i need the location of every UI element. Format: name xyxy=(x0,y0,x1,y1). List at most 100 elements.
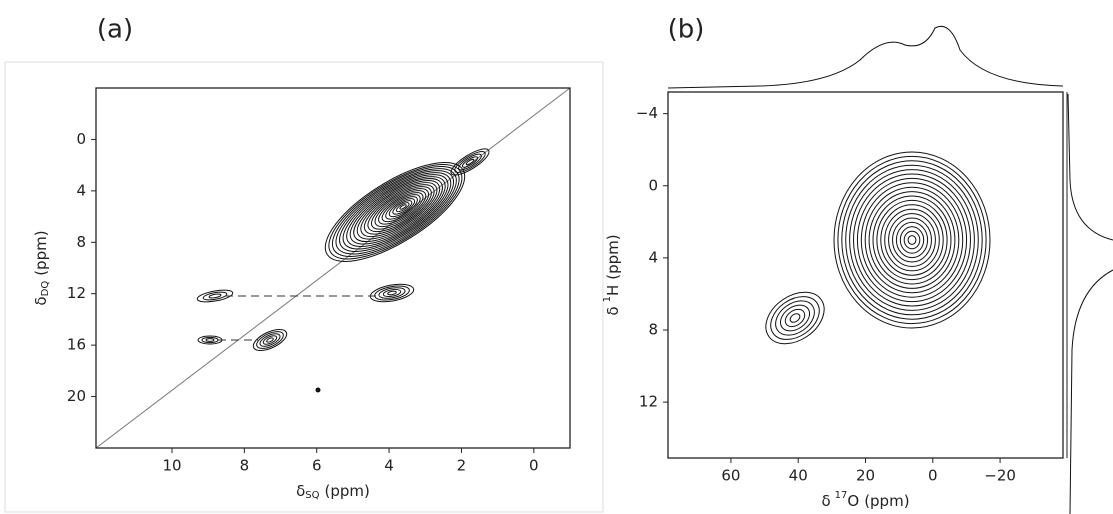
contour-line xyxy=(392,200,413,215)
y-tick-label: 8 xyxy=(76,233,86,251)
panel-label: (a) xyxy=(97,15,133,45)
ylabel-part: (ppm) xyxy=(604,234,622,279)
contour-line xyxy=(461,156,479,168)
x-tick-label: 4 xyxy=(384,457,394,475)
y-tick-label: 8 xyxy=(648,320,658,338)
x-tick-label: 10 xyxy=(162,457,181,475)
xlabel-text: δSQ (ppm) xyxy=(296,482,370,502)
contour-line xyxy=(374,190,427,228)
contour-line xyxy=(784,308,806,328)
contour-line xyxy=(849,169,975,311)
contour-line xyxy=(765,291,825,345)
contour-line xyxy=(388,198,416,218)
contour-line xyxy=(256,331,284,349)
contour-line xyxy=(853,173,971,307)
xlabel-part: SQ xyxy=(305,490,319,501)
contour-line xyxy=(450,148,490,176)
contour-line xyxy=(371,188,430,230)
plot-frame xyxy=(95,87,571,449)
contour-line xyxy=(888,213,936,267)
ylabel-part: δ xyxy=(32,296,50,305)
contour-line xyxy=(458,153,482,171)
y-tick-label: 4 xyxy=(648,248,658,266)
contour-line xyxy=(328,164,463,260)
contour-line xyxy=(356,180,441,240)
contour-line xyxy=(259,333,281,347)
y-tick-label: −4 xyxy=(636,104,658,122)
contour-line xyxy=(395,202,410,213)
ylabel-part: H xyxy=(604,285,622,296)
ylabel-part: DQ xyxy=(40,281,51,297)
contour-line xyxy=(381,194,421,223)
contour-line xyxy=(353,178,443,243)
panel-border xyxy=(4,61,604,513)
ylabel-text: δ 1H (ppm) xyxy=(602,234,622,315)
x-tick-label: 20 xyxy=(856,467,875,485)
contour-line xyxy=(845,164,979,316)
xlabel-part: (ppm) xyxy=(325,482,370,500)
ylabel-part: (ppm) xyxy=(32,230,50,275)
contour-line xyxy=(378,192,424,225)
plot-frame xyxy=(667,91,1064,459)
y-tick-label: 12 xyxy=(67,284,86,302)
contour-line xyxy=(374,285,410,301)
x-tick-label: 0 xyxy=(529,457,539,475)
contour-line xyxy=(465,158,475,166)
contour-line xyxy=(770,296,820,340)
contour-line xyxy=(868,191,956,289)
panel-label: (b) xyxy=(668,15,705,45)
contour-line xyxy=(202,291,228,301)
contour-line xyxy=(205,338,215,342)
contour-line xyxy=(880,204,944,276)
contour-line xyxy=(387,290,397,296)
contour-line xyxy=(775,300,815,336)
contour-line xyxy=(201,336,219,344)
contour-line xyxy=(895,221,929,259)
xlabel-part: 17 xyxy=(835,490,848,501)
xlabel-part: O xyxy=(847,492,859,510)
contour-line xyxy=(454,151,486,173)
contour-line xyxy=(367,186,432,233)
contour-line xyxy=(789,313,801,323)
contour-line xyxy=(841,160,983,320)
ylabel-text: δDQ (ppm) xyxy=(32,230,52,305)
contour-line xyxy=(349,176,446,245)
contour-line xyxy=(196,289,234,303)
x-tick-label: 40 xyxy=(789,467,808,485)
contour-line xyxy=(382,288,402,298)
contour-line xyxy=(360,182,438,238)
contour-line xyxy=(903,230,921,250)
x-tick-label: 60 xyxy=(721,467,740,485)
contour-line xyxy=(331,166,460,257)
contour-line xyxy=(399,204,407,210)
projection-top xyxy=(667,25,1064,89)
xlabel-part: δ xyxy=(296,482,305,500)
contour-line xyxy=(266,337,274,343)
x-tick-label: −20 xyxy=(984,467,1016,485)
y-tick-label: 16 xyxy=(67,336,86,354)
contour-line xyxy=(378,287,406,299)
y-tick-label: 0 xyxy=(648,176,658,194)
contour-line xyxy=(342,172,452,250)
contour-line xyxy=(779,304,811,332)
y-tick-label: 0 xyxy=(76,130,86,148)
contour-line xyxy=(324,162,466,262)
x-tick-label: 2 xyxy=(457,457,467,475)
x-tick-label: 8 xyxy=(240,457,250,475)
contour-line xyxy=(892,217,932,263)
contour-line xyxy=(252,328,288,352)
contour-line xyxy=(833,151,991,329)
contour-line xyxy=(864,186,960,294)
y-tick-label: 12 xyxy=(639,393,658,411)
contour-line xyxy=(262,335,278,345)
ylabel-part: δ xyxy=(604,306,622,315)
x-tick-label: 6 xyxy=(312,457,322,475)
contours xyxy=(95,25,1113,514)
contour-line xyxy=(208,293,222,299)
contour-line xyxy=(872,195,952,285)
xlabel-part: δ xyxy=(821,492,830,510)
contour-line xyxy=(837,155,987,325)
ylabel-part: 1 xyxy=(602,296,613,302)
xlabel-part: (ppm) xyxy=(864,492,909,510)
